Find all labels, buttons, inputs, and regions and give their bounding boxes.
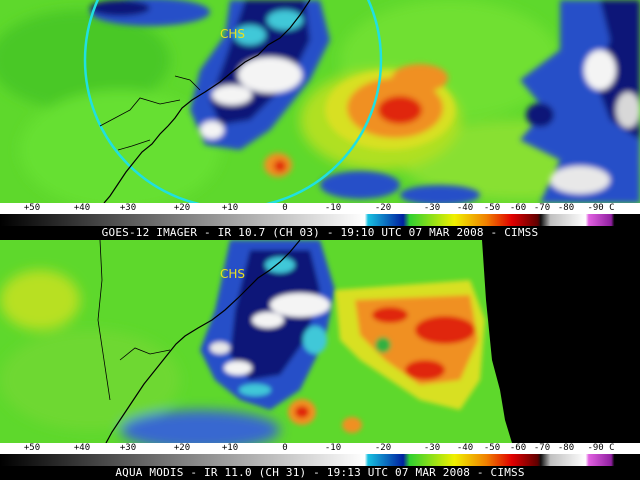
colorbar-tick-labels: +50 +40 +30 +20 +10 0 -10 -20 -30 -40 -5… bbox=[0, 203, 640, 214]
panel-caption: AQUA MODIS - IR 11.0 (CH 31) - 19:13 UTC… bbox=[0, 466, 640, 480]
colorbar-tick: +50 bbox=[23, 443, 41, 453]
goes-panel: CHS +50 +40 +30 +20 +10 0 -10 -20 -30 -4… bbox=[0, 0, 640, 240]
colorbar-tick: +20 bbox=[173, 203, 191, 213]
colorbar-tick: -60 bbox=[509, 203, 527, 213]
colorbar-tick: -10 bbox=[324, 203, 342, 213]
colorbar-tick: -50 bbox=[483, 443, 501, 453]
colorbar-tick: -20 bbox=[374, 203, 392, 213]
colorbar-tick: -10 bbox=[324, 443, 342, 453]
colorbar-tick: 0 bbox=[282, 443, 288, 453]
colorbar-tick: 0 bbox=[282, 203, 288, 213]
no-data-region bbox=[482, 240, 640, 443]
panel-caption: GOES-12 IMAGER - IR 10.7 (CH 03) - 19:10… bbox=[0, 226, 640, 240]
colorbar-tick: +30 bbox=[119, 443, 137, 453]
colorbar-tick: -90 C bbox=[587, 203, 615, 213]
colorbar-tick: -60 bbox=[509, 443, 527, 453]
coastline bbox=[103, 0, 311, 203]
station-label-chs: CHS bbox=[220, 27, 246, 41]
coastline bbox=[105, 240, 301, 443]
colorbar-tick: -70 bbox=[533, 443, 551, 453]
colorbar-tick: -50 bbox=[483, 203, 501, 213]
colorbar-tick: -40 bbox=[456, 443, 474, 453]
colorbar-tick-labels: +50 +40 +30 +20 +10 0 -10 -20 -30 -40 -5… bbox=[0, 443, 640, 454]
goes-ir-imagery bbox=[0, 0, 640, 203]
colorbar-tick: -80 bbox=[557, 443, 575, 453]
modis-ir-imagery bbox=[0, 240, 640, 443]
colorbar-tick: -90 C bbox=[587, 443, 615, 453]
colorbar-tick: +40 bbox=[73, 203, 91, 213]
colorbar-tick: +30 bbox=[119, 203, 137, 213]
colorbar-tick: +10 bbox=[221, 203, 239, 213]
colorbar-tick: +10 bbox=[221, 443, 239, 453]
temperature-colorbar bbox=[0, 214, 640, 226]
colorbar-tick: -80 bbox=[557, 203, 575, 213]
colorbar-tick: -70 bbox=[533, 203, 551, 213]
radar-range-ring bbox=[83, 0, 383, 203]
colorbar-tick: -40 bbox=[456, 203, 474, 213]
colorbar-tick: +20 bbox=[173, 443, 191, 453]
colorbar-tick: -30 bbox=[423, 203, 441, 213]
modis-panel: CHS +50 +40 +30 +20 +10 0 -10 -20 -30 -4… bbox=[0, 240, 640, 480]
colorbar-tick: -30 bbox=[423, 443, 441, 453]
colorbar-tick: +50 bbox=[23, 203, 41, 213]
colorbar-tick: +40 bbox=[73, 443, 91, 453]
station-label-chs: CHS bbox=[220, 267, 246, 281]
colorbar-tick: -20 bbox=[374, 443, 392, 453]
temperature-colorbar bbox=[0, 454, 640, 466]
